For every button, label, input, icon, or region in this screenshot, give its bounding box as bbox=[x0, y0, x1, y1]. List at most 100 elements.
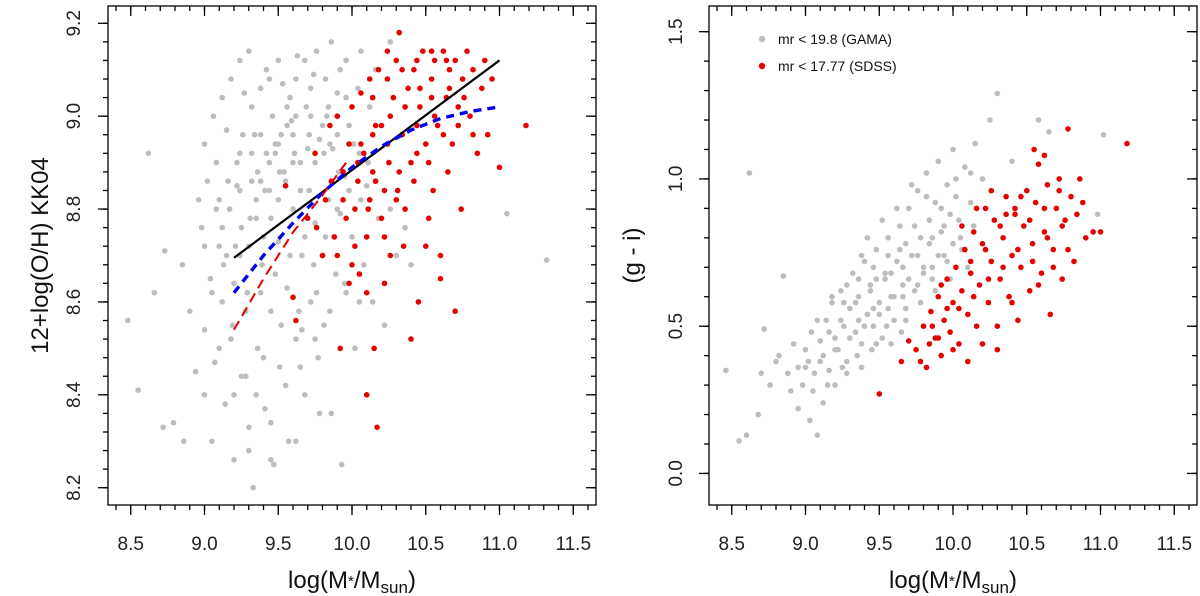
left-gama-point bbox=[254, 169, 261, 175]
right-sdss-point bbox=[1015, 246, 1021, 253]
left-gama-point bbox=[266, 76, 273, 82]
left-gama-point bbox=[201, 141, 208, 147]
left-gama-point bbox=[234, 183, 240, 189]
left-gama-point bbox=[187, 308, 193, 315]
left-gama-point bbox=[284, 104, 290, 110]
left-sdss-point bbox=[390, 94, 397, 101]
right-sdss-point bbox=[938, 282, 944, 288]
left-gama-point bbox=[234, 159, 240, 166]
left-gama-point bbox=[228, 336, 234, 342]
right-sdss-point bbox=[1097, 229, 1104, 235]
right-gama-point bbox=[824, 382, 831, 388]
right-gama-point bbox=[956, 217, 962, 223]
right-sdss-point bbox=[1029, 258, 1036, 265]
left-sdss-point bbox=[343, 215, 349, 222]
right-gama-point bbox=[811, 370, 818, 377]
left-gama-point bbox=[312, 220, 318, 226]
left-gama-point bbox=[246, 48, 252, 54]
right-sdss-point bbox=[1021, 223, 1027, 229]
right-gama-point bbox=[905, 276, 912, 282]
left-gama-point bbox=[543, 257, 550, 263]
left-gama-point bbox=[328, 39, 335, 45]
left-gama-point bbox=[293, 438, 299, 445]
left-x-tick-label: 11.0 bbox=[482, 534, 518, 555]
left-plot-frame bbox=[107, 5, 597, 506]
right-sdss-point bbox=[994, 346, 1001, 353]
left-gama-point bbox=[346, 187, 352, 194]
left-sdss-point bbox=[470, 66, 476, 73]
right-sdss-point bbox=[979, 341, 986, 347]
left-gama-point bbox=[363, 183, 370, 189]
left-sdss-point bbox=[340, 169, 346, 175]
left-gama-point bbox=[213, 206, 220, 212]
right-gama-point bbox=[894, 205, 900, 212]
right-sdss-point bbox=[1065, 246, 1071, 253]
right-sdss-point bbox=[979, 240, 986, 247]
right-sdss-point bbox=[1031, 146, 1037, 153]
right-gama-point bbox=[855, 276, 862, 282]
right-sdss-point bbox=[988, 187, 995, 194]
right-sdss-point bbox=[959, 288, 965, 294]
left-sdss-point bbox=[423, 141, 429, 147]
left-sdss-point bbox=[455, 122, 462, 129]
left-gama-point bbox=[288, 118, 295, 124]
left-gama-point bbox=[381, 322, 388, 329]
right-sdss-point bbox=[1065, 126, 1071, 132]
left-sdss-point bbox=[334, 113, 341, 119]
right-x-tick-label: 11.5 bbox=[1156, 534, 1192, 555]
right-sdss-point bbox=[1083, 235, 1089, 241]
left-gama-point bbox=[268, 419, 274, 426]
left-gama-point bbox=[269, 113, 276, 119]
left-sdss-point bbox=[363, 289, 370, 296]
left-gama-point bbox=[338, 461, 345, 468]
left-sdss-point bbox=[381, 234, 388, 240]
left-x-title-sub: sun bbox=[381, 578, 408, 596]
left-sdss-point bbox=[394, 187, 401, 194]
right-gama-point bbox=[962, 164, 968, 170]
left-gama-point bbox=[263, 66, 270, 73]
left-y-axis-title: 12+log(O/H) KK04 bbox=[27, 157, 54, 354]
right-gama-point bbox=[914, 187, 921, 194]
right-gama-point bbox=[870, 323, 877, 330]
right-gama-point bbox=[935, 158, 942, 165]
left-sdss-point bbox=[393, 57, 400, 64]
right-gama-point bbox=[944, 258, 950, 265]
left-gama-point bbox=[313, 289, 320, 296]
right-gama-point bbox=[873, 246, 880, 253]
left-gama-point bbox=[302, 57, 308, 64]
right-gama-point bbox=[743, 432, 750, 439]
left-y-axis: 8.2 8.4 8.6 8.8 9.0 9.2 bbox=[64, 10, 596, 501]
left-gama-point bbox=[408, 262, 414, 268]
right-sdss-point bbox=[1071, 258, 1077, 265]
left-sdss-point bbox=[402, 104, 408, 110]
left-gama-point bbox=[310, 71, 317, 78]
left-sdss-point bbox=[387, 252, 394, 259]
left-gama-point bbox=[229, 322, 236, 329]
right-sdss-point bbox=[965, 311, 971, 318]
right-sdss-point bbox=[1041, 229, 1048, 235]
left-sdss-point bbox=[425, 215, 432, 222]
left-x-axis: 8.5 9.0 9.5 10.0 10.5 11.0 11.5 bbox=[115, 6, 591, 555]
left-y-tick-label: 9.2 bbox=[64, 10, 85, 36]
right-gama-point bbox=[855, 293, 862, 300]
right-sdss-point bbox=[929, 323, 936, 330]
right-sdss-point bbox=[950, 299, 956, 306]
right-sdss-point bbox=[994, 323, 1001, 330]
left-sdss-point bbox=[374, 424, 380, 431]
right-legend: mr < 19.8 (GAMA) mr < 17.77 (SDSS) bbox=[758, 31, 897, 74]
right-sdss-point bbox=[1018, 264, 1024, 271]
right-gama-point bbox=[941, 223, 947, 229]
left-sdss-point bbox=[437, 252, 444, 259]
right-gama-point bbox=[723, 367, 729, 374]
left-sdss-point bbox=[337, 345, 344, 352]
right-sdss-point bbox=[973, 323, 980, 330]
right-gama-point bbox=[844, 370, 850, 377]
right-sdss-point bbox=[1056, 176, 1062, 182]
left-gama-point bbox=[334, 90, 341, 96]
right-sdss-point bbox=[1090, 229, 1096, 235]
left-gama-point bbox=[266, 187, 273, 194]
left-sdss-point bbox=[371, 345, 377, 352]
right-gama-point bbox=[898, 329, 905, 335]
left-gama-point bbox=[263, 150, 270, 157]
